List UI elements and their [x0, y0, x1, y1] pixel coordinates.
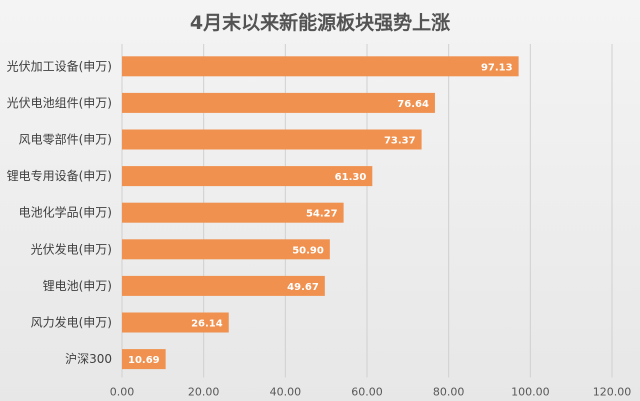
category-label: 风力发电(申万) [31, 315, 112, 330]
category-label: 锂电专用设备(申万) [7, 168, 112, 183]
value-label: 73.37 [384, 136, 416, 147]
bar [122, 166, 373, 187]
value-label: 50.90 [292, 245, 324, 256]
value-labels: 97.13 76.64 73.37 61.30 54.27 50.90 49.67 26.14… [128, 62, 513, 366]
chart-title: 4月末以来新能源板块强势上涨 [190, 11, 450, 34]
category-label: 光伏发电(申万) [31, 241, 112, 256]
x-tick-label: 20.00 [188, 385, 220, 398]
category-labels: 光伏加工设备(申万) 光伏电池组件(申万) 风电零部件(申万) 锂电专用设备(申万) 电… [7, 59, 112, 366]
bar [122, 275, 325, 296]
category-label: 电池化学品(申万) [19, 205, 112, 220]
value-label: 49.67 [287, 282, 319, 293]
bar [122, 239, 330, 260]
category-label: 光伏电池组件(申万) [7, 96, 112, 110]
x-tick-label: 0.00 [110, 385, 135, 398]
bar [122, 129, 422, 150]
bar [122, 349, 166, 370]
bar [122, 202, 344, 223]
value-label: 10.69 [128, 355, 160, 366]
bar [122, 92, 435, 113]
value-label: 26.14 [191, 319, 223, 330]
category-label: 光伏加工设备(申万) [7, 59, 112, 73]
bar [122, 56, 519, 77]
category-label: 沪深300 [65, 352, 112, 366]
x-axis-ticks: 0.00 20.00 40.00 60.00 80.00 100.00 120.00 [110, 385, 632, 398]
x-tick-label: 60.00 [351, 385, 383, 398]
value-label: 97.13 [481, 62, 513, 73]
value-label: 61.30 [335, 172, 367, 183]
x-tick-label: 80.00 [433, 385, 465, 398]
bar [122, 312, 229, 333]
x-tick-label: 120.00 [593, 385, 632, 398]
value-label: 54.27 [306, 209, 338, 220]
x-tick-label: 40.00 [270, 385, 302, 398]
category-label: 锂电池(申万) [43, 278, 112, 293]
x-tick-label: 100.00 [511, 385, 550, 398]
category-label: 风电零部件(申万) [19, 132, 112, 147]
bars [122, 56, 519, 370]
value-label: 76.64 [397, 99, 429, 110]
